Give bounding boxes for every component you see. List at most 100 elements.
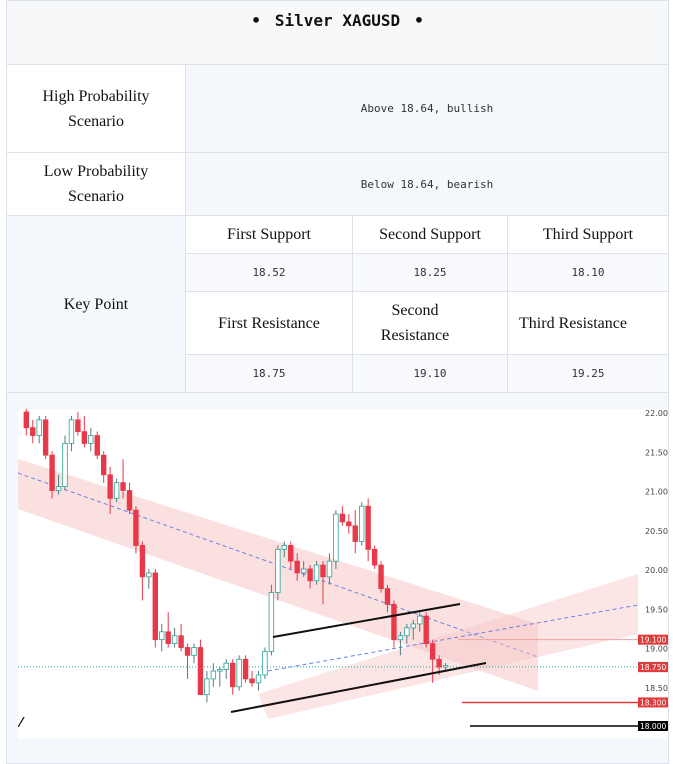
key-point-label: Key Point <box>6 215 186 393</box>
first-resistance-value: 18.75 <box>185 354 353 393</box>
candle-body <box>223 662 229 670</box>
candle-body <box>249 678 255 684</box>
y-tick-label: 22.000 <box>645 409 668 418</box>
candle-body <box>107 474 113 499</box>
candle-body <box>159 631 165 641</box>
price-tag-label: 18.300 <box>640 698 666 707</box>
candle-body <box>288 545 294 562</box>
upper-trend-line <box>272 603 461 638</box>
candle-body <box>204 678 210 695</box>
second-support-value: 18.25 <box>352 253 508 292</box>
low-probability-label: Low Probability Scenario <box>6 152 186 216</box>
candle-body <box>371 548 378 566</box>
y-tick-label: 20.500 <box>645 527 668 536</box>
candle-body <box>62 443 68 487</box>
candle-body <box>410 623 416 629</box>
candle-body <box>68 419 75 444</box>
candle-body <box>352 525 358 542</box>
second-resistance-value: 19.10 <box>352 354 508 393</box>
candle-body <box>49 454 55 491</box>
candle-body <box>300 568 307 574</box>
candle-body <box>391 603 397 641</box>
candle-body <box>152 572 158 641</box>
candle-body <box>294 560 300 574</box>
price-tag-label: 18.750 <box>640 663 666 672</box>
price-chart: 22.000 21.500 21.000 20.500 20.000 19.500 19.0… <box>18 409 668 739</box>
candle-body <box>197 647 204 695</box>
candle-body <box>262 651 268 676</box>
candle-body <box>36 419 42 436</box>
candle-body <box>30 427 36 436</box>
first-support-value: 18.52 <box>185 253 353 292</box>
candle-body <box>417 615 423 625</box>
chart-row: 22.000 21.500 21.000 20.500 20.000 19.500 19.0… <box>5 392 670 764</box>
candle-body <box>358 505 365 542</box>
candle-body <box>281 545 287 550</box>
candle-body <box>113 482 120 499</box>
candle-body <box>75 419 81 433</box>
y-tick-label: 20.000 <box>645 566 668 575</box>
price-tag-label: 19.100 <box>640 636 666 645</box>
second-support-header: Second Support <box>352 215 508 254</box>
chart-svg: 22.000 21.500 21.000 20.500 20.000 19.500 19.0… <box>18 409 668 732</box>
candle-body <box>146 572 152 578</box>
candle-body <box>101 454 107 476</box>
candle-body <box>42 419 49 456</box>
candle-body <box>442 665 449 668</box>
candle-body <box>23 411 29 429</box>
price-tag-label: 18.000 <box>640 722 666 731</box>
page-title-text: Silver XAGUSD <box>274 11 401 30</box>
price-tag-box <box>638 721 668 731</box>
low-probability-value: Below 18.64, bearish <box>184 152 670 216</box>
first-resistance-header: First Resistance <box>185 291 353 355</box>
candles <box>23 409 449 703</box>
candle-body <box>404 627 410 637</box>
candle-body <box>133 509 139 546</box>
first-support-header: First Support <box>185 215 353 254</box>
candle-body <box>436 658 442 668</box>
candle-body <box>94 435 100 456</box>
candle-body <box>255 674 262 684</box>
candle-body <box>139 545 146 578</box>
trend-lines <box>230 603 638 727</box>
candle-body <box>178 635 184 648</box>
candle-body <box>229 662 236 688</box>
candle-body <box>126 490 133 511</box>
price-tag-box <box>638 634 668 645</box>
high-probability-value: Above 18.64, bullish <box>184 64 670 153</box>
candle-body <box>81 431 88 444</box>
third-resistance-header: Third Resistance <box>506 291 670 355</box>
third-support-header: Third Support <box>506 215 670 254</box>
candle-body <box>210 670 217 680</box>
tradingview-logo-icon: ⁄ <box>18 716 25 731</box>
candle-body <box>320 564 326 578</box>
candle-body <box>165 631 171 644</box>
analysis-card: • Silver XAGUSD • High Probability Scenari… <box>5 0 670 764</box>
candle-body <box>346 521 352 527</box>
candle-body <box>120 482 126 491</box>
candle-body <box>384 588 391 605</box>
candle-body <box>378 564 384 590</box>
candle-body <box>365 505 371 550</box>
candle-body <box>326 560 333 578</box>
candle-body <box>191 647 197 656</box>
candle-body <box>171 635 178 644</box>
candle-body <box>333 513 339 562</box>
candle-body <box>184 647 191 656</box>
candle-body <box>397 635 404 641</box>
y-tick-label: 19.500 <box>645 605 668 614</box>
candle-body <box>423 615 429 644</box>
rising-channel <box>258 574 638 719</box>
candle-body <box>217 669 223 672</box>
price-tag-box <box>638 697 668 708</box>
lower-trend-line <box>230 662 487 713</box>
candle-body <box>429 643 436 660</box>
price-tag-box <box>638 662 668 673</box>
candle-body <box>55 486 62 491</box>
candle-body <box>236 658 242 688</box>
candle-body <box>339 513 346 523</box>
bullet-right: • <box>414 11 424 30</box>
title-row: • Silver XAGUSD • <box>5 0 670 65</box>
candle-body <box>88 435 94 444</box>
high-probability-label: High Probability Scenario <box>6 64 186 153</box>
